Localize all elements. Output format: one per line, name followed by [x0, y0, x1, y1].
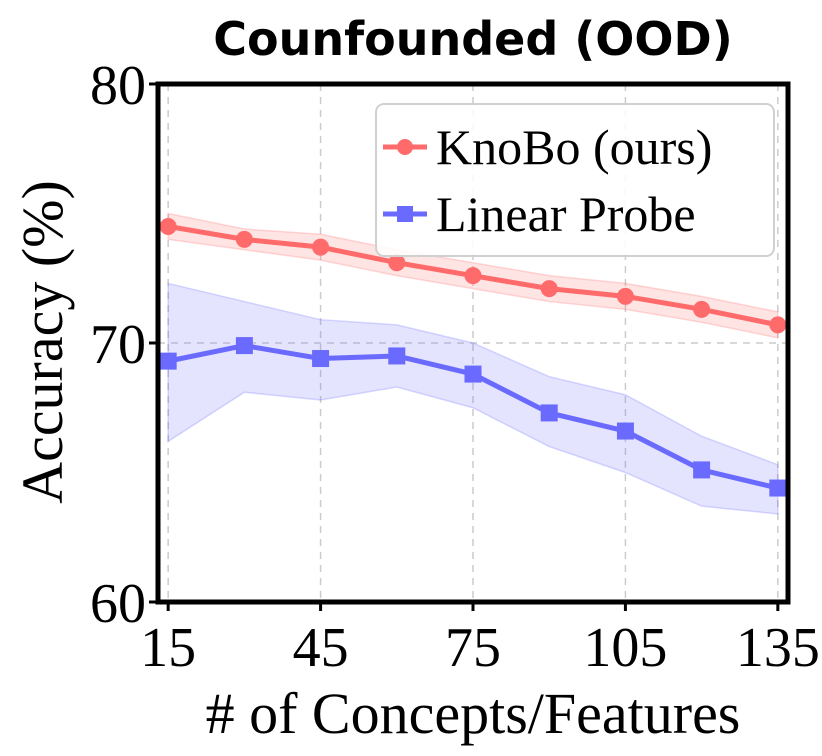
- legend-marker-knobo-ours: [397, 139, 413, 155]
- x-tick-label: 75: [445, 617, 501, 679]
- legend: KnoBo (ours) Linear Probe: [375, 103, 775, 257]
- linear-probe-point: [464, 365, 482, 383]
- linear-probe-point: [693, 461, 711, 479]
- legend-box: [375, 103, 775, 257]
- chart-title: Counfounded (OOD): [213, 12, 732, 66]
- knobo-ours-point: [159, 217, 177, 235]
- axis-ticks: 15 45 75 105 135 60 70 80: [90, 55, 820, 679]
- x-tick-label: 135: [736, 617, 820, 679]
- y-tick-label: 80: [90, 55, 146, 117]
- linear-probe-point: [616, 422, 634, 440]
- x-axis-label: # of Concepts/Features: [206, 681, 741, 746]
- x-tick-label: 15: [140, 617, 196, 679]
- knobo-ours-point: [616, 287, 634, 305]
- knobo-ours-point: [540, 280, 558, 298]
- linear-probe-point: [769, 479, 787, 497]
- linear-probe-point: [388, 347, 406, 365]
- linear-probe-point: [540, 404, 558, 422]
- linear-probe-point: [312, 350, 330, 368]
- y-axis-label: Accuracy (%): [10, 180, 75, 504]
- knobo-ours-point: [312, 238, 330, 256]
- knobo-ours-point: [464, 267, 482, 285]
- linear-probe-point: [235, 337, 253, 355]
- x-tick-label: 105: [583, 617, 667, 679]
- legend-label-linear-probe: Linear Probe: [436, 186, 696, 242]
- linear-probe-point: [159, 352, 177, 370]
- knobo-ours-point: [235, 230, 253, 248]
- knobo-ours-point: [693, 300, 711, 318]
- legend-marker-linear-probe: [397, 206, 413, 222]
- linear-probe-band: [167, 282, 779, 515]
- y-tick-label: 70: [90, 314, 146, 376]
- y-tick-label: 60: [90, 573, 146, 635]
- x-tick-label: 45: [293, 617, 349, 679]
- legend-label-knobo-ours: KnoBo (ours): [436, 119, 712, 175]
- knobo-ours-point: [388, 254, 406, 272]
- knobo-ours-point: [769, 316, 787, 334]
